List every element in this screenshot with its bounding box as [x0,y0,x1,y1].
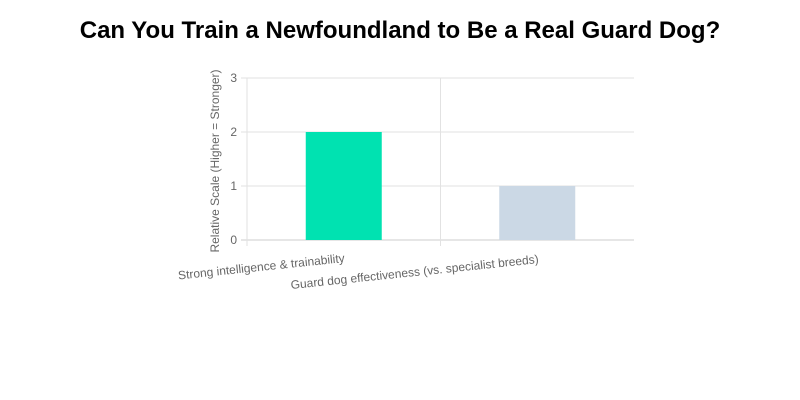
y-tick-label: 0 [230,233,237,247]
y-tick-label: 1 [230,179,237,193]
y-tick-label: 3 [230,71,237,85]
bar [499,186,576,240]
bar [305,132,382,240]
chart-title: Can You Train a Newfoundland to Be a Rea… [79,17,721,44]
y-tick-label: 2 [230,125,237,139]
y-axis-title: Relative Scale (Higher = Stronger) [208,69,222,252]
